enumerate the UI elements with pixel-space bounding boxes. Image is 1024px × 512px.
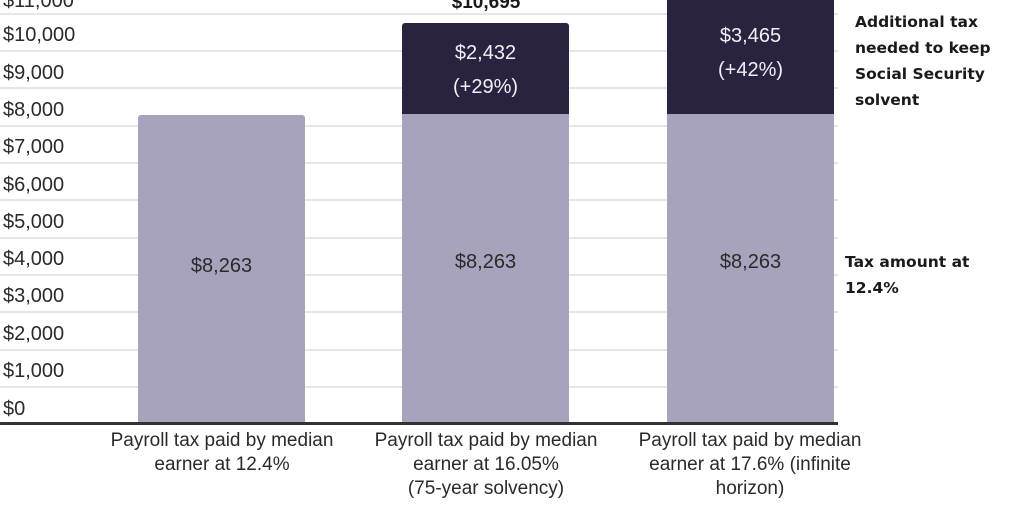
bar-segment-base: $8,263 [667, 114, 834, 424]
bar-12-4-percent: $8,263 [138, 0, 305, 424]
y-tick-1000: $1,000 [3, 360, 65, 382]
additional-value-label: $3,465 [719, 25, 782, 47]
additional-percent-label: (+42%) [717, 59, 784, 81]
y-tick-9000: $9,000 [3, 62, 65, 84]
x-label-line: Payroll tax paid by median [110, 430, 334, 451]
base-value-label: $8,263 [190, 255, 253, 277]
legend-base-tax: Tax amount at 12.4% [845, 253, 970, 297]
y-tick-6000: $6,000 [3, 174, 65, 196]
legend-line: Additional tax [855, 13, 978, 31]
y-tick-3000: $3,000 [3, 285, 65, 307]
x-label-line: Payroll tax paid by median [638, 430, 862, 451]
y-tick-10000: $10,000 [3, 24, 76, 46]
bar-segment-base: $8,263 [402, 114, 569, 424]
x-label-line: earner at 17.6% (infinite [649, 454, 851, 475]
y-tick-0: $0 [3, 398, 26, 420]
x-category-label-3: Payroll tax paid by median earner at 17.… [618, 429, 882, 501]
gridline-11000 [0, 13, 838, 15]
x-label-line: earner at 16.05% [413, 454, 559, 475]
x-label-line: earner at 12.4% [154, 454, 290, 475]
additional-value-label: $2,432 [454, 42, 517, 64]
y-tick-8000: $8,000 [3, 99, 65, 121]
y-tick-4000: $4,000 [3, 248, 65, 270]
legend-line: solvent [855, 91, 920, 109]
x-label-line: (75-year solvency) [407, 478, 565, 499]
base-value-label: $8,263 [454, 251, 517, 273]
bar-17-6-percent: $8,263 $3,465 (+42%) [667, 0, 834, 424]
legend-additional-tax: Additional tax needed to keep Social Sec… [855, 9, 991, 113]
bar-segment-additional: $2,432 (+29%) [402, 23, 569, 114]
x-axis-baseline [0, 422, 838, 425]
x-category-label-2: Payroll tax paid by median earner at 16.… [354, 429, 618, 501]
bar-segment-additional: $3,465 (+42%) [667, 0, 834, 114]
x-label-line: Payroll tax paid by median [374, 430, 598, 451]
y-tick-7000: $7,000 [3, 136, 65, 158]
y-tick-11000: $11,000 [3, 0, 74, 12]
bar-16-05-percent: $8,263 $2,432 (+29%) [402, 0, 569, 424]
x-category-label-1: Payroll tax paid by median earner at 12.… [90, 429, 354, 477]
total-value-label: $10,695 [451, 0, 521, 13]
x-label-line: horizon) [715, 478, 785, 499]
legend-line: needed to keep [855, 39, 991, 57]
y-tick-5000: $5,000 [3, 211, 65, 233]
base-value-label: $8,263 [719, 251, 782, 273]
y-tick-2000: $2,000 [3, 323, 65, 345]
legend-line: Social Security [855, 65, 985, 83]
additional-percent-label: (+29%) [452, 76, 519, 98]
bar-segment-base: $8,263 [138, 115, 305, 424]
